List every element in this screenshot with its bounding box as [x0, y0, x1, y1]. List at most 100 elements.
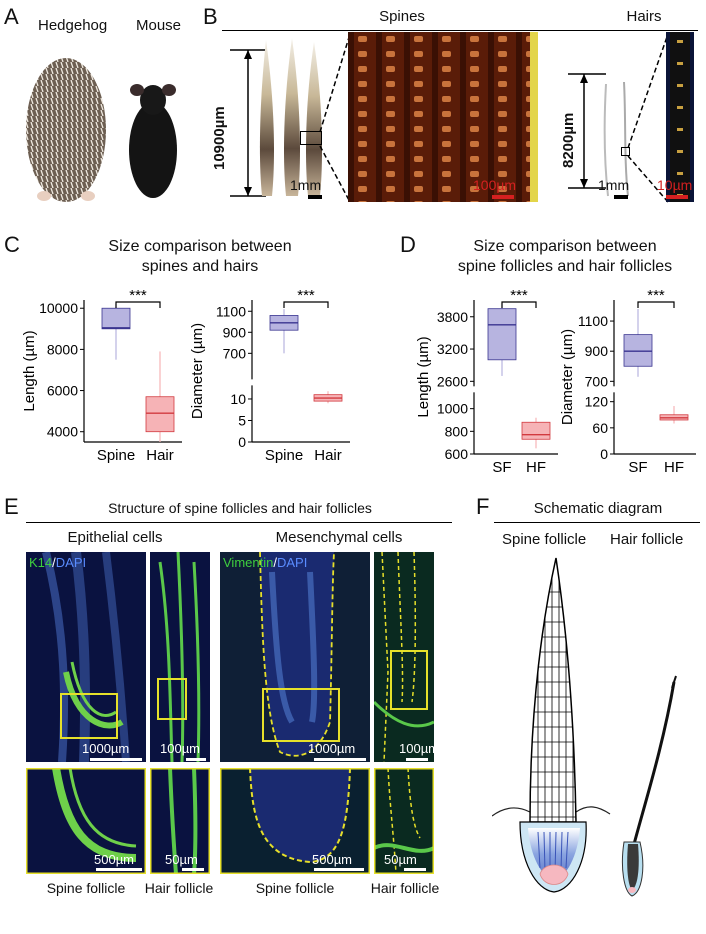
ylabel-3: Diameter (µm): [560, 329, 576, 425]
tick-label-3-3: 700: [585, 373, 609, 389]
k14-hair-zoom: [150, 768, 210, 874]
spine-length-arrow: [230, 49, 266, 197]
vimentin-hair-zoom: [374, 768, 434, 874]
scale-e1: 1000µm: [82, 741, 130, 756]
panel-label-b: B: [203, 4, 218, 29]
hair-zoom-photo: [666, 32, 694, 202]
box-2-1: [521, 421, 551, 440]
hair-inset-box: [621, 147, 630, 156]
tick-label-0-1: 6000: [47, 383, 78, 399]
tick-label-0-2: 8000: [47, 341, 78, 357]
ylabel-0: Length (µm): [21, 330, 38, 411]
category-label-2-1: HF: [526, 459, 546, 476]
hair-follicle-caption-2: Hair follicle: [370, 880, 440, 896]
category-label-1-0: Spine: [265, 447, 303, 464]
sig-label-2: ***: [510, 287, 528, 304]
spine-scale-bar: [308, 195, 322, 199]
tick-label-2-0: 600: [445, 446, 469, 462]
panel-d-title-line2: spine follicles and hair follicles: [457, 258, 673, 275]
scale-bar-e6: [182, 868, 204, 871]
sig-bracket-1: [283, 301, 329, 308]
category-label-0-1: Hair: [146, 447, 174, 464]
panel-c-title-line1: Size comparison between: [108, 238, 292, 255]
panel-e-rule: [26, 522, 452, 523]
mouse-label: Mouse: [136, 17, 182, 34]
tick-label-3-1: 60: [592, 420, 608, 436]
scale-e8: 50µm: [384, 852, 417, 867]
category-label-0-0: Spine: [97, 447, 135, 464]
spine-inset-box: [300, 131, 322, 145]
spines-photo: [259, 38, 322, 196]
tick-label-1-5: 1100: [216, 303, 246, 319]
chart-d-length: 600 800 1000 2600 3200 3800 Length (µm) SF HF ***: [415, 287, 558, 476]
scale-bar-e4: [406, 758, 428, 761]
hedgehog-photo: [26, 58, 106, 202]
spine-length-label: 10900µm: [211, 106, 228, 170]
vimentin-spine-micrograph: [220, 552, 370, 762]
tick-label-0-3: 10000: [39, 300, 78, 316]
vimentin-spine-zoom: [220, 768, 370, 874]
tick-label-1-3: 700: [223, 345, 247, 361]
scale-e3: 1000µm: [308, 741, 356, 756]
tick-label-1-0: 0: [238, 434, 246, 450]
sig-label-0: ***: [129, 287, 147, 304]
scale-bar-e3: [314, 758, 366, 761]
vimentin-hair-inset: [390, 650, 428, 710]
hair-zoom-lines: [627, 33, 669, 203]
hair-zoom-scale-label: 10µm: [657, 177, 693, 193]
sig-label-3: ***: [647, 287, 665, 304]
mesenchymal-label: Mesenchymal cells: [275, 529, 403, 546]
k14-hair-inset: [157, 678, 187, 720]
k14-spine-zoom: [26, 768, 146, 874]
category-label-3-0: SF: [628, 459, 647, 476]
ylabel-1: Diameter (µm): [189, 323, 206, 419]
panel-f-spine-label: Spine follicle: [502, 531, 587, 548]
hair-follicle-caption-1: Hair follicle: [144, 880, 214, 896]
spine-scale-label: 1mm: [290, 177, 322, 193]
panel-label-c: C: [4, 232, 20, 257]
hairs-photo: [603, 81, 629, 197]
panel-label-f: F: [476, 494, 490, 519]
tick-label-3-0: 0: [600, 446, 608, 462]
spine-zoom-scale-bar: [492, 195, 514, 199]
k14-hair-micrograph: [150, 552, 210, 762]
vimentin-spine-inset: [262, 688, 340, 742]
scale-bar-e2: [186, 758, 206, 761]
scale-e2: 100µm: [160, 741, 201, 756]
k14-spine-micrograph: [26, 552, 146, 762]
panel-c-title-line2: spines and hairs: [141, 258, 259, 275]
scale-bar-e5: [96, 868, 142, 871]
mouse-photo: [129, 84, 177, 198]
box-0-1: [145, 396, 175, 433]
scale-e6: 50µm: [165, 852, 198, 867]
panel-f-rule: [494, 522, 700, 523]
tick-label-2-2: 1000: [437, 401, 468, 417]
tick-label-1-1: 5: [238, 412, 246, 428]
spine-zoom-lines: [319, 33, 351, 203]
box-2-0: [487, 308, 517, 361]
scale-e7: 500µm: [312, 852, 353, 867]
spine-follicle-caption-2: Spine follicle: [255, 880, 335, 896]
hairs-title: Hairs: [626, 8, 662, 25]
k14-channel-label: K14/DAPI: [29, 555, 87, 570]
tick-label-3-4: 900: [585, 343, 609, 359]
category-label-2-0: SF: [492, 459, 511, 476]
tick-label-3-5: 1100: [578, 313, 608, 329]
follicle-schematic: [492, 557, 677, 897]
ylabel-2: Length (µm): [415, 336, 432, 417]
chart-c-diameter: 0 5 10 700 900 1100 Diameter (µm) Spine Hair ***: [189, 287, 350, 464]
panel-d-title-line1: Size comparison between: [473, 238, 657, 255]
panel-label-d: D: [400, 232, 416, 257]
hair-length-label: 8200µm: [560, 112, 577, 168]
spine-zoom-photo: [348, 32, 538, 202]
tick-label-3-2: 120: [585, 394, 609, 410]
tick-label-0-0: 4000: [47, 424, 78, 440]
hair-scale-bar: [614, 195, 628, 199]
epithelial-label: Epithelial cells: [67, 529, 163, 546]
sig-bracket-3: [637, 301, 675, 308]
hairs-rule: [548, 30, 698, 31]
panel-label-e: E: [4, 494, 19, 519]
hair-zoom-scale-bar: [666, 195, 688, 199]
panel-label-a: A: [4, 4, 19, 29]
